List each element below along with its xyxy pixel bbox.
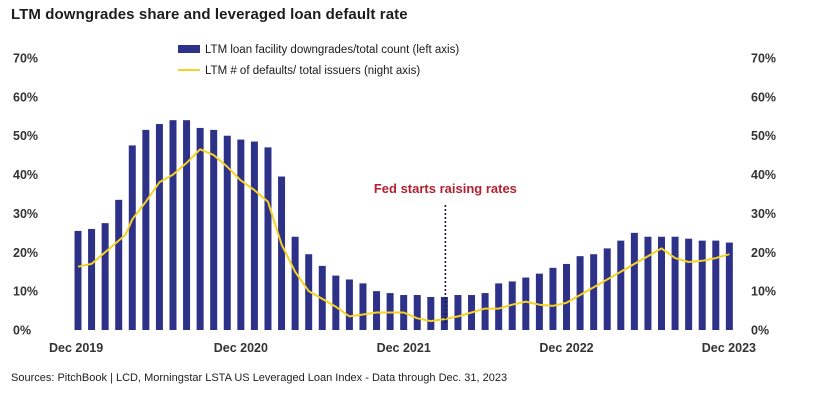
y-right-tick-label: 10% xyxy=(751,285,776,299)
downgrade-bar xyxy=(250,141,258,330)
y-right-tick-label: 40% xyxy=(751,168,776,182)
y-axis-left: 0% 10% 20% 30% 40% 50% 60% 70% xyxy=(13,52,38,338)
downgrade-bar xyxy=(128,145,136,330)
downgrade-bar xyxy=(264,147,272,330)
downgrade-bar xyxy=(101,223,109,330)
downgrade-bar xyxy=(413,295,421,330)
y-left-tick-label: 50% xyxy=(13,129,38,143)
downgrade-bar xyxy=(630,232,638,330)
downgrade-bar xyxy=(658,236,666,330)
y-left-tick-label: 10% xyxy=(13,285,38,299)
bar-series xyxy=(74,120,733,331)
y-left-tick-label: 30% xyxy=(13,207,38,221)
downgrade-bar xyxy=(454,295,462,330)
downgrade-bar xyxy=(712,240,720,330)
downgrade-bar xyxy=(223,135,231,330)
y-right-tick-label: 20% xyxy=(751,246,776,260)
y-right-tick-label: 30% xyxy=(751,207,776,221)
y-right-tick-label: 0% xyxy=(751,324,769,338)
downgrade-bar xyxy=(88,228,96,330)
y-left-tick-label: 20% xyxy=(13,246,38,260)
downgrade-bar xyxy=(671,236,679,330)
downgrade-bar xyxy=(115,199,123,330)
downgrade-bar xyxy=(332,275,340,330)
downgrade-bar xyxy=(725,242,733,330)
downgrade-bar xyxy=(685,238,693,330)
x-tick-label: Dec 2020 xyxy=(214,341,268,355)
downgrade-bar xyxy=(237,139,245,330)
x-tick-label: Dec 2022 xyxy=(539,341,593,355)
y-left-tick-label: 0% xyxy=(13,324,31,338)
downgrade-bar xyxy=(142,129,150,330)
x-axis: Dec 2019 Dec 2020 Dec 2021 Dec 2022 Dec 2023 xyxy=(49,341,756,355)
y-right-tick-label: 50% xyxy=(751,129,776,143)
downgrade-bar xyxy=(563,263,571,330)
downgrade-bar xyxy=(196,127,204,330)
downgrade-bar xyxy=(549,267,557,330)
downgrade-bar xyxy=(359,283,367,330)
x-tick-label: Dec 2019 xyxy=(49,341,103,355)
downgrade-bar xyxy=(291,236,299,330)
y-axis-right: 0% 10% 20% 30% 40% 50% 60% 70% xyxy=(751,52,776,338)
downgrade-bar xyxy=(440,296,448,330)
fed-annotation: Fed starts raising rates xyxy=(374,181,517,325)
downgrade-bar xyxy=(74,230,82,330)
downgrade-bar xyxy=(481,293,489,330)
legend-bar-label: LTM loan facility downgrades/total count… xyxy=(205,44,459,56)
legend-bar-swatch xyxy=(178,45,200,53)
downgrade-bar xyxy=(590,254,598,330)
downgrade-bar xyxy=(698,240,706,330)
source-note: Sources: PitchBook | LCD, Morningstar LS… xyxy=(11,372,508,384)
downgrade-bar xyxy=(155,124,163,330)
chart-title: LTM downgrades share and leveraged loan … xyxy=(11,6,408,23)
x-tick-label: Dec 2023 xyxy=(702,341,756,355)
x-tick-label: Dec 2021 xyxy=(377,341,431,355)
y-left-tick-label: 70% xyxy=(13,52,38,66)
downgrade-bar xyxy=(373,291,381,330)
downgrade-bar xyxy=(210,129,218,330)
fed-annotation-label: Fed starts raising rates xyxy=(374,181,517,196)
downgrade-bar xyxy=(535,273,543,330)
downgrade-bar xyxy=(576,256,584,330)
downgrade-bar xyxy=(644,236,652,330)
y-right-tick-label: 70% xyxy=(751,52,776,66)
downgrade-bar xyxy=(183,120,191,331)
y-left-tick-label: 40% xyxy=(13,168,38,182)
downgrade-bar xyxy=(169,120,177,331)
legend: LTM loan facility downgrades/total count… xyxy=(178,44,459,77)
downgrade-bar xyxy=(603,248,611,330)
downgrade-bar xyxy=(278,176,286,330)
downgrade-bar xyxy=(495,283,503,330)
downgrade-bar xyxy=(427,296,435,330)
legend-line-label: LTM # of defaults/ total issuers (night … xyxy=(205,65,420,77)
default-rate-line xyxy=(77,148,730,323)
y-left-tick-label: 60% xyxy=(13,90,38,104)
y-right-tick-label: 60% xyxy=(751,90,776,104)
downgrade-bar xyxy=(345,279,353,330)
downgrade-bar xyxy=(617,240,625,330)
downgrade-bar xyxy=(522,277,530,330)
